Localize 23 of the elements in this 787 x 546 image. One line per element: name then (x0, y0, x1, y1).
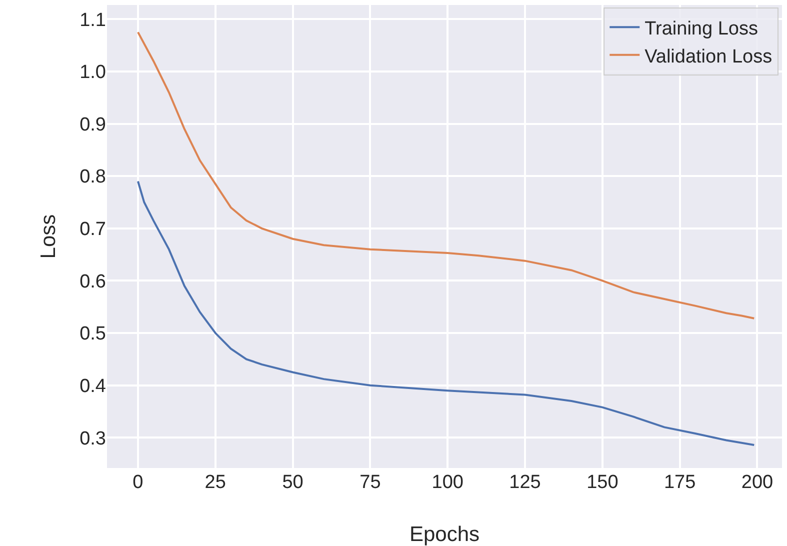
x-tick-label: 175 (664, 472, 696, 493)
x-tick-label: 200 (741, 472, 774, 493)
x-tick-label: 50 (282, 472, 304, 493)
x-tick-label: 25 (204, 472, 226, 493)
y-tick-label: 0.5 (80, 324, 106, 345)
x-tick-label: 150 (586, 472, 618, 493)
x-tick-label: 100 (432, 472, 464, 493)
y-tick-label: 0.9 (80, 114, 106, 136)
x-tick-label: 125 (509, 472, 541, 493)
y-tick-label: 0.4 (80, 376, 106, 397)
x-tick-label: 75 (360, 472, 381, 493)
line-series (136, 180, 756, 446)
y-axis-title: Loss (37, 214, 60, 259)
y-tick-label: 1.0 (80, 62, 106, 84)
x-axis-title: Epochs (409, 523, 480, 546)
y-tick-label: 0.8 (80, 166, 106, 188)
y-tick-label: 1.1 (80, 10, 106, 31)
legend-label: Validation Loss (644, 46, 772, 68)
y-tick-label: 0.7 (80, 219, 106, 240)
y-tick-label: 0.3 (80, 428, 106, 450)
y-tick-label: 0.6 (80, 271, 106, 292)
legend-label: Training Loss (644, 18, 758, 40)
x-tick-label: 0 (132, 472, 144, 493)
